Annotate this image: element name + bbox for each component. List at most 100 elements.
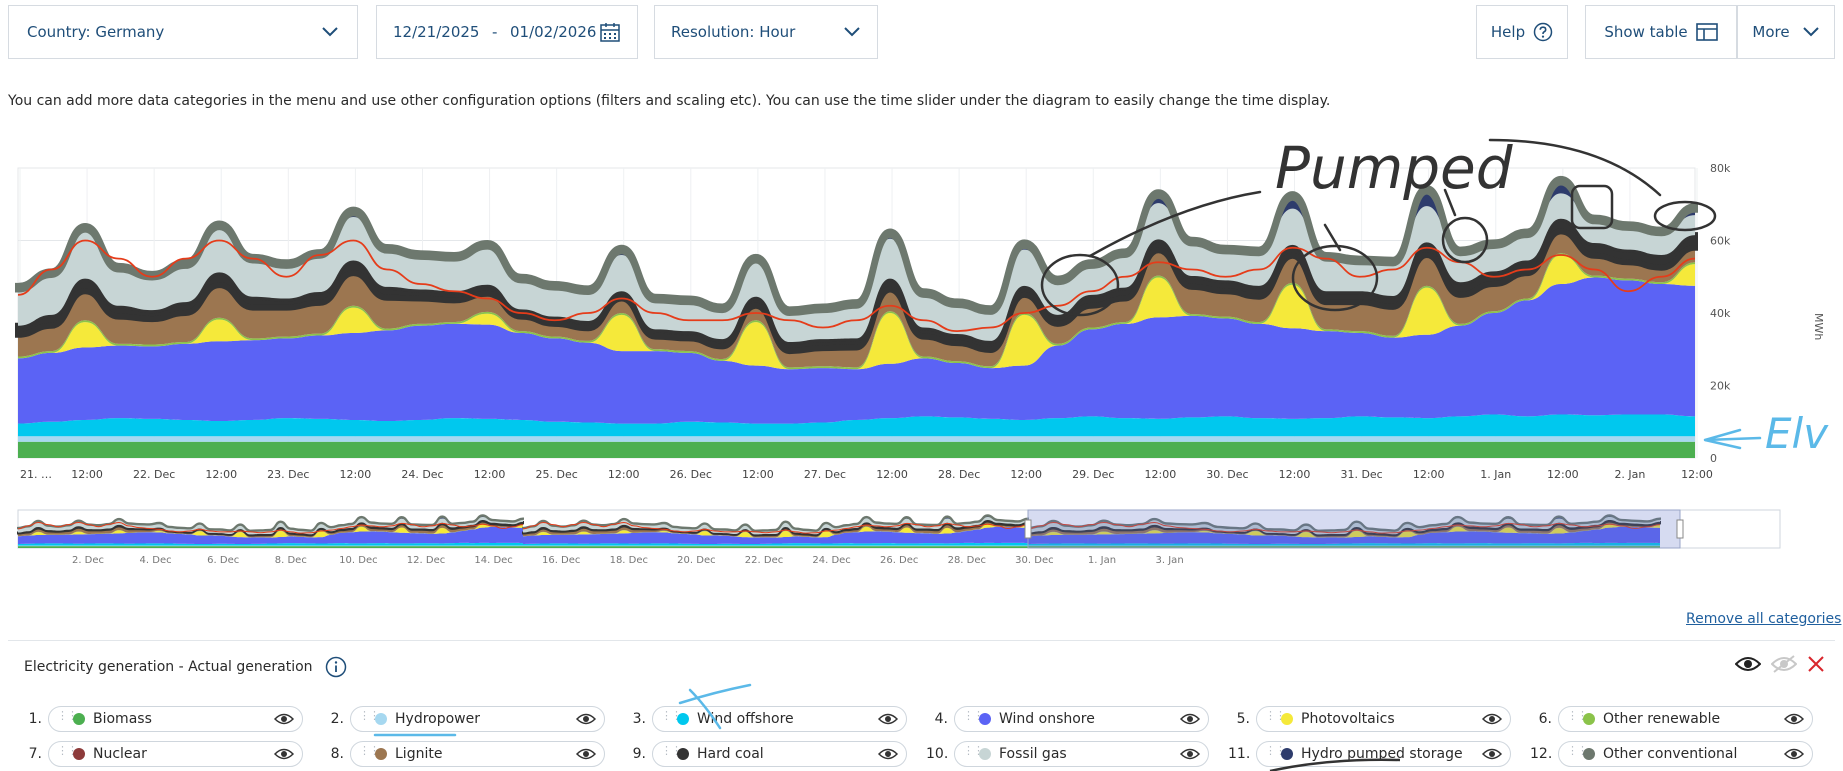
- x-tick-label: 12:00: [340, 468, 372, 481]
- x-tick-label: 21. …: [20, 468, 52, 481]
- legend-item-biomass: 1. ⋮⋮ Biomass: [20, 704, 322, 734]
- legend-number: 8.: [330, 746, 344, 762]
- close-icon[interactable]: [1807, 655, 1825, 673]
- eye-icon[interactable]: [274, 747, 294, 761]
- drag-handle-icon[interactable]: ⋮⋮: [661, 709, 682, 722]
- country-dropdown[interactable]: Country: Germany: [8, 5, 358, 59]
- drag-handle-icon[interactable]: ⋮⋮: [359, 709, 380, 722]
- info-icon[interactable]: [325, 656, 347, 678]
- date-from[interactable]: 12/21/2025: [393, 23, 480, 41]
- eye-icon[interactable]: [1482, 712, 1502, 726]
- color-dot: [73, 713, 85, 725]
- color-dot: [1583, 713, 1595, 725]
- divider: [8, 640, 1835, 641]
- color-dot: [979, 748, 991, 760]
- legend-pill[interactable]: ⋮⋮ Hydro pumped storage: [1256, 741, 1511, 767]
- x-tick-label: 30. Dec: [1206, 468, 1248, 481]
- main-chart[interactable]: 0 20k 40k 60k 80k 21. … 12:00 22. Dec 12:00 23. D…: [0, 150, 1843, 490]
- more-button[interactable]: More: [1737, 5, 1835, 59]
- drag-handle-icon[interactable]: ⋮⋮: [661, 744, 682, 757]
- legend-item-wind-onshore: 4. ⋮⋮ Wind onshore: [926, 704, 1228, 734]
- date-to[interactable]: 01/02/2026: [509, 23, 597, 41]
- legend-pill[interactable]: ⋮⋮ Photovoltaics: [1256, 706, 1511, 732]
- drag-handle-icon[interactable]: ⋮⋮: [1265, 709, 1286, 722]
- navigator-tick-label: 16. Dec: [542, 555, 580, 566]
- legend-pill[interactable]: ⋮⋮ Hard coal: [652, 741, 907, 767]
- eye-icon[interactable]: [1735, 655, 1761, 673]
- x-tick-label: 29. Dec: [1072, 468, 1114, 481]
- drag-handle-icon[interactable]: ⋮⋮: [1265, 744, 1286, 757]
- legend-pill[interactable]: ⋮⋮ Biomass: [48, 706, 303, 732]
- eye-off-icon[interactable]: [1771, 655, 1797, 673]
- drag-handle-icon[interactable]: ⋮⋮: [963, 709, 984, 722]
- navigator-tick-label: 24. Dec: [812, 555, 850, 566]
- y-tick-label: 0: [1710, 452, 1717, 465]
- drag-handle-icon[interactable]: ⋮⋮: [1567, 744, 1588, 757]
- drag-handle-icon[interactable]: ⋮⋮: [963, 744, 984, 757]
- legend-number: 7.: [28, 746, 42, 762]
- x-tick-label: 12:00: [1010, 468, 1042, 481]
- navigator-tick-label: 28. Dec: [948, 555, 986, 566]
- nav-b-series-lignite: [523, 521, 1028, 538]
- legend-item-other-renewable: 6. ⋮⋮ Other renewable: [1530, 704, 1832, 734]
- drag-handle-icon[interactable]: ⋮⋮: [359, 744, 380, 757]
- color-dot: [1281, 748, 1293, 760]
- color-dot: [1583, 748, 1595, 760]
- eye-icon[interactable]: [576, 712, 596, 726]
- info-text: You can add more data categories in the …: [8, 93, 1331, 109]
- time-slider-navigator[interactable]: 2. Dec 4. Dec 6. Dec 8. Dec 10. Dec 12. Dec 14…: [0, 500, 1843, 570]
- legend-pill[interactable]: ⋮⋮ Hydropower: [350, 706, 605, 732]
- remove-all-categories-link[interactable]: Remove all categories: [1686, 611, 1842, 627]
- legend-number: 1.: [28, 711, 42, 727]
- main-series-photovoltaics: [18, 255, 1695, 370]
- navigator-tick-label: 12. Dec: [407, 555, 445, 566]
- y-tick-label: 80k: [1710, 162, 1731, 175]
- legend-pill[interactable]: ⋮⋮ Fossil gas: [954, 741, 1209, 767]
- drag-handle-icon[interactable]: ⋮⋮: [57, 709, 78, 722]
- drag-handle-icon[interactable]: ⋮⋮: [1567, 709, 1588, 722]
- main-series-wind-offshore: [18, 414, 1695, 437]
- eye-icon[interactable]: [878, 747, 898, 761]
- chevron-down-icon: [322, 27, 338, 37]
- nav-a-series-wind-offshore: [18, 542, 523, 546]
- x-tick-label: 2. Jan: [1614, 468, 1645, 481]
- legend-item-hydropower: 2. ⋮⋮ Hydropower: [322, 704, 624, 734]
- legend-number: 4.: [934, 711, 948, 727]
- eye-icon[interactable]: [1180, 712, 1200, 726]
- eye-icon[interactable]: [1482, 747, 1502, 761]
- x-tick-label: 23. Dec: [267, 468, 309, 481]
- legend-label: Hydropower: [395, 711, 480, 727]
- nav-a-consumption-line: [17, 521, 524, 534]
- legend-number: 6.: [1538, 711, 1552, 727]
- legend-item-nuclear: 7. ⋮⋮ Nuclear: [20, 739, 322, 769]
- legend-label: Biomass: [93, 711, 152, 727]
- legend-pill[interactable]: ⋮⋮ Nuclear: [48, 741, 303, 767]
- eye-icon[interactable]: [1784, 712, 1804, 726]
- drag-handle-icon[interactable]: ⋮⋮: [57, 744, 78, 757]
- eye-icon[interactable]: [274, 712, 294, 726]
- section-header: Electricity generation - Actual generati…: [24, 656, 347, 678]
- country-dropdown-label: Country: Germany: [27, 23, 165, 41]
- eye-icon[interactable]: [878, 712, 898, 726]
- x-tick-label: 12:00: [876, 468, 908, 481]
- eye-icon[interactable]: [1180, 747, 1200, 761]
- calendar-icon[interactable]: [599, 21, 621, 43]
- x-tick-label: 25. Dec: [535, 468, 577, 481]
- legend-pill[interactable]: ⋮⋮ Wind offshore: [652, 706, 907, 732]
- legend-pill[interactable]: ⋮⋮ Other conventional: [1558, 741, 1813, 767]
- resolution-dropdown[interactable]: Resolution: Hour: [654, 5, 878, 59]
- eye-icon[interactable]: [576, 747, 596, 761]
- eye-icon[interactable]: [1784, 747, 1804, 761]
- date-range-picker[interactable]: 12/21/2025 - 01/02/2026: [376, 5, 638, 59]
- legend-pill[interactable]: ⋮⋮ Wind onshore: [954, 706, 1209, 732]
- navigator-tick-label: 22. Dec: [745, 555, 783, 566]
- show-table-button[interactable]: Show table: [1585, 5, 1737, 59]
- help-button[interactable]: Help: [1476, 5, 1568, 59]
- x-tick-label: 27. Dec: [804, 468, 846, 481]
- x-tick-label: 12:00: [474, 468, 506, 481]
- legend-row: 1. ⋮⋮ Biomass 2. ⋮⋮ Hydropower 3. ⋮⋮ Win: [20, 704, 1835, 734]
- legend-pill[interactable]: ⋮⋮ Other renewable: [1558, 706, 1813, 732]
- legend-number: 11.: [1228, 746, 1251, 762]
- legend-pill[interactable]: ⋮⋮ Lignite: [350, 741, 605, 767]
- legend-label: Nuclear: [93, 746, 147, 762]
